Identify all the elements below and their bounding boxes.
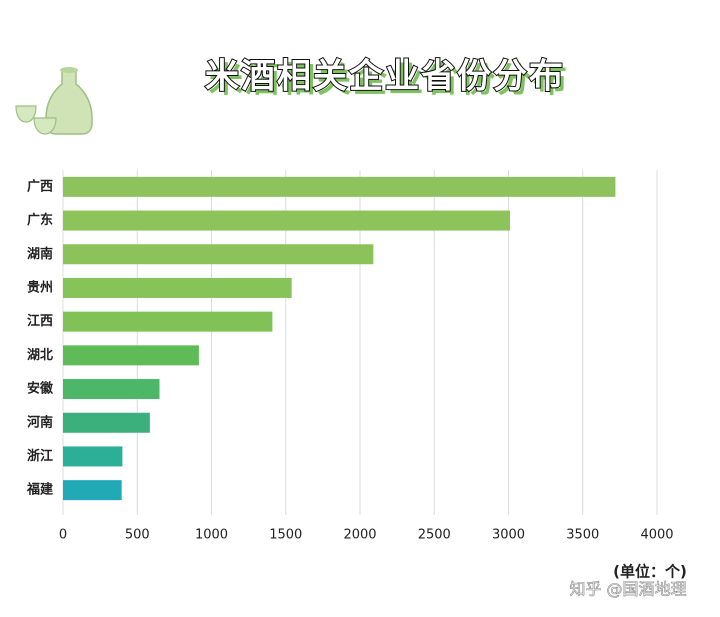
x-tick-label: 1000 bbox=[195, 528, 228, 543]
x-tick-label: 4000 bbox=[640, 528, 673, 543]
y-tick-label: 贵州 bbox=[27, 279, 53, 295]
x-tick-label: 0 bbox=[59, 528, 67, 543]
bar bbox=[63, 210, 510, 231]
bar bbox=[63, 480, 122, 501]
y-tick-label: 湖南 bbox=[27, 246, 53, 262]
y-tick-label: 广西 bbox=[27, 178, 53, 194]
bar bbox=[63, 244, 374, 265]
bar bbox=[63, 345, 199, 366]
unit-label: (单位：个) bbox=[613, 563, 687, 581]
y-tick-label: 湖北 bbox=[27, 348, 53, 363]
y-tick-label: 浙江 bbox=[27, 448, 53, 464]
x-tick-label: 3000 bbox=[492, 528, 525, 543]
y-tick-label: 安徽 bbox=[27, 381, 54, 397]
watermark: 知乎 @国酒地理 bbox=[569, 580, 686, 599]
bar bbox=[63, 176, 616, 197]
title-shadow: 米酒相关企业省份分布 bbox=[209, 61, 569, 101]
x-tick-label: 2500 bbox=[418, 528, 451, 543]
bar bbox=[63, 311, 273, 332]
y-tick-label: 河南 bbox=[27, 414, 53, 430]
chart-title: 米酒相关企业省份分布 bbox=[205, 57, 565, 97]
bar bbox=[63, 446, 123, 467]
x-tick-label: 2000 bbox=[343, 528, 376, 543]
x-tick-label: 1500 bbox=[269, 528, 302, 543]
sake-icon bbox=[15, 67, 93, 135]
y-tick-label: 广东 bbox=[27, 212, 53, 228]
x-tick-label: 500 bbox=[125, 528, 150, 543]
y-tick-label: 福建 bbox=[26, 482, 53, 498]
bar bbox=[63, 379, 160, 400]
bar bbox=[63, 412, 150, 433]
bar bbox=[63, 277, 292, 298]
x-tick-label: 3500 bbox=[566, 528, 599, 543]
y-tick-label: 江西 bbox=[27, 313, 53, 329]
